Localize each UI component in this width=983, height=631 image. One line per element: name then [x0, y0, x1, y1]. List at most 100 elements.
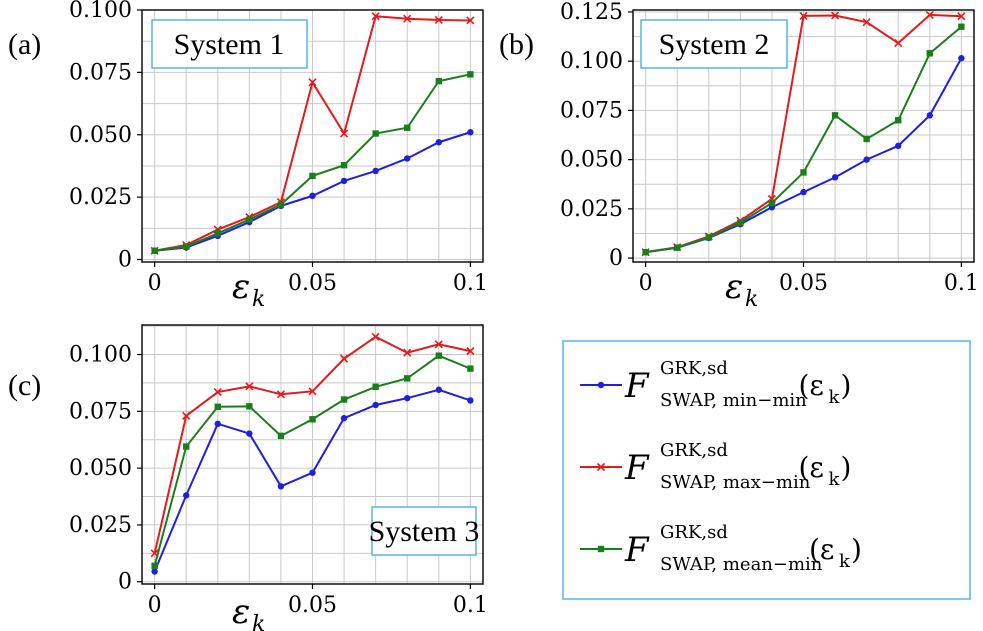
data-point	[467, 365, 474, 372]
x-tick-label: 0	[639, 271, 653, 296]
panel-letter: (c)	[8, 369, 41, 402]
x-tick-label: 0.1	[453, 593, 488, 618]
y-tick-label: 0.125	[560, 0, 623, 25]
data-point	[276, 390, 285, 399]
series-max-min	[150, 332, 475, 558]
data-point	[214, 420, 221, 428]
x-tick-label: 0	[148, 271, 162, 296]
system-label: System 3	[369, 515, 480, 548]
data-point	[435, 386, 442, 393]
data-point	[404, 394, 411, 402]
legend-marker	[596, 462, 606, 472]
data-point	[309, 416, 316, 423]
data-point	[894, 39, 903, 48]
y-tick-label: 0	[118, 570, 132, 595]
legend-argument-sub: k	[839, 551, 851, 572]
data-point	[309, 192, 316, 200]
data-point	[340, 177, 348, 185]
data-point	[467, 71, 474, 78]
y-tick-label: 0.050	[69, 456, 132, 481]
data-point	[435, 139, 442, 146]
data-point	[863, 135, 870, 143]
legend-argument: (ε	[799, 451, 824, 484]
data-point	[277, 432, 285, 440]
data-point	[434, 15, 443, 25]
legend-superscript: GRK,sd	[660, 440, 728, 461]
legend-symbol: F	[624, 530, 650, 570]
data-point	[435, 352, 442, 359]
data-point	[404, 375, 411, 382]
panel-letter: (a)	[8, 28, 41, 61]
data-point	[705, 234, 712, 241]
data-point	[340, 414, 348, 422]
legend-argument: (ε	[799, 369, 824, 402]
data-point	[277, 201, 285, 208]
system-label: System 2	[659, 28, 770, 61]
data-point	[371, 332, 380, 341]
legend-entry-mean-min: F GRK,sd SWAP, mean−min(ε k)	[580, 522, 862, 575]
y-tick-label: 0.025	[69, 185, 132, 210]
y-tick-label: 0.025	[69, 513, 132, 538]
data-point	[340, 129, 349, 138]
data-point	[863, 156, 870, 163]
panel-a: 0 0.025 0.050 0.075 0.100 0 0.05 0.1 ε k System 1 (…	[8, 0, 488, 312]
y-tick-label: 0.075	[69, 60, 132, 85]
legend-symbol: F	[624, 448, 650, 488]
data-point	[309, 469, 316, 476]
x-tick-label: 0	[148, 593, 162, 618]
data-point	[245, 382, 254, 391]
x-axis-label: ε	[725, 267, 743, 307]
panel-b: 0 0.025 0.050 0.075 0.100 0.125 0 0.05 0.1 ε k Syst…	[499, 0, 979, 312]
data-point	[151, 247, 158, 254]
data-point	[403, 14, 412, 23]
y-tick-label: 0.050	[69, 123, 132, 148]
series-min-min	[151, 386, 474, 575]
data-point	[800, 188, 807, 196]
legend-argument-close: )	[851, 533, 862, 566]
data-point	[214, 403, 221, 410]
data-point	[308, 78, 317, 87]
data-point	[372, 130, 379, 137]
data-point	[466, 16, 475, 25]
legend-entry-min-min: F GRK,sd SWAP, min−min(ε k)	[580, 358, 851, 411]
x-tick-label: 0.05	[288, 593, 337, 618]
data-point	[642, 248, 649, 256]
system-label-box	[640, 19, 788, 69]
data-point	[246, 216, 253, 223]
x-axis-label-sub: k	[252, 612, 265, 631]
legend-argument-sub: k	[829, 469, 841, 490]
legend-entry-max-min: F GRK,sd SWAP, max−min(ε k)	[580, 440, 851, 493]
data-point	[404, 155, 411, 162]
x-tick-label: 0.05	[288, 271, 337, 296]
data-point	[183, 243, 190, 250]
y-tick-label: 0.100	[69, 343, 132, 368]
data-point	[831, 11, 840, 20]
y-tick-label: 0.075	[69, 399, 132, 424]
data-point	[404, 124, 411, 131]
data-point	[925, 10, 934, 19]
data-point	[831, 174, 839, 181]
data-point	[151, 568, 158, 575]
data-point	[958, 23, 965, 30]
grid	[633, 10, 974, 262]
legend-argument-sub: k	[829, 387, 841, 408]
data-point	[926, 50, 933, 57]
panel-c: 0 0.025 0.050 0.075 0.100 0 0.05 0.1 ε k System 3 (…	[8, 324, 488, 631]
data-point	[214, 230, 221, 237]
y-tick-label: 0	[118, 248, 132, 273]
data-point	[246, 403, 253, 410]
data-point	[467, 397, 474, 404]
system-label: System 1	[174, 28, 285, 61]
data-point	[151, 562, 158, 570]
data-point	[768, 199, 776, 207]
x-tick-label: 0.05	[779, 271, 828, 296]
data-point	[372, 167, 379, 175]
data-point	[895, 142, 902, 150]
legend-subscript: SWAP, mean−min	[660, 554, 823, 575]
data-point	[799, 11, 808, 20]
data-point	[340, 354, 349, 363]
data-point	[831, 112, 839, 119]
series-mean-min	[642, 23, 965, 256]
